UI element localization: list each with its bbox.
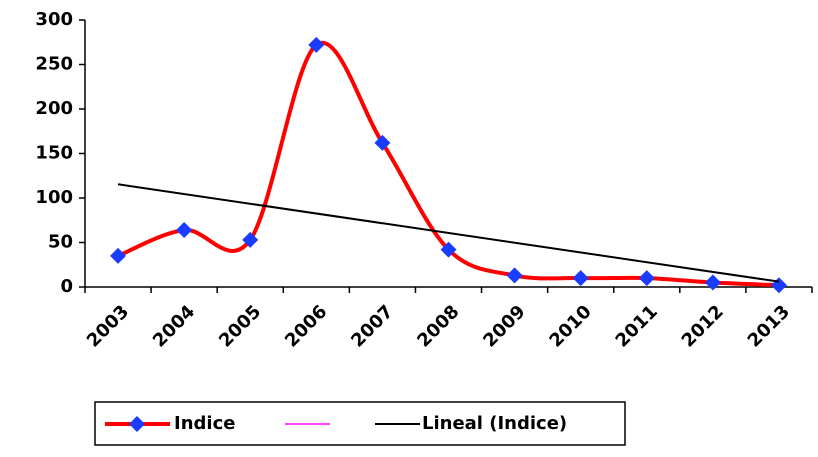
legend-label: Lineal (Indice) (422, 413, 567, 434)
marker (242, 231, 259, 248)
x-tick-label: 2006 (281, 301, 331, 351)
marker (176, 222, 193, 239)
marker (110, 247, 127, 264)
y-tick-label: 150 (35, 143, 73, 164)
marker (308, 36, 325, 53)
y-tick-label: 0 (60, 276, 73, 297)
x-tick-label: 2009 (479, 301, 529, 351)
x-tick-label: 2007 (347, 301, 397, 351)
y-tick-label: 250 (35, 54, 73, 75)
x-tick-label: 2011 (612, 301, 662, 351)
x-tick-label: 2005 (215, 301, 265, 351)
y-tick-label: 300 (35, 9, 73, 30)
legend-label: Indice (174, 413, 235, 434)
x-tick-label: 2008 (413, 301, 463, 351)
legend-box (94, 401, 626, 446)
x-tick-label: 2003 (83, 301, 133, 351)
marker (440, 241, 457, 258)
marker (572, 270, 589, 287)
marker (704, 274, 721, 291)
marker (506, 267, 523, 284)
marker (638, 270, 655, 287)
y-tick-label: 200 (35, 98, 73, 119)
x-tick-label: 2013 (744, 301, 794, 351)
y-tick-label: 100 (35, 187, 73, 208)
legend-marker (129, 416, 145, 432)
x-tick-label: 2004 (149, 301, 199, 351)
series-line (117, 183, 780, 283)
marker (374, 134, 391, 151)
y-tick-label: 50 (48, 232, 73, 253)
marker (770, 277, 787, 294)
x-tick-label: 2010 (545, 301, 595, 351)
x-tick-label: 2012 (678, 301, 728, 351)
